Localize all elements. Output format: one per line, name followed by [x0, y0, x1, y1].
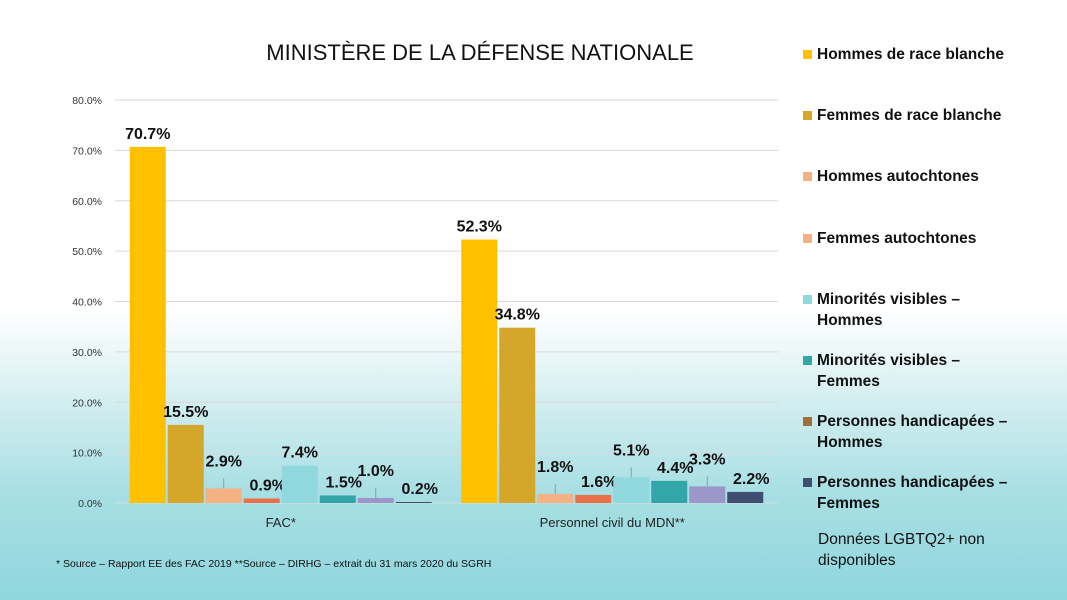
legend-label: Femmes autochtones [817, 230, 977, 247]
bar [727, 491, 764, 503]
bar [651, 480, 688, 503]
data-label: 1.6% [581, 474, 617, 491]
y-tick-label: 50.0% [72, 246, 102, 258]
x-tick-label: FAC* [266, 515, 296, 530]
y-tick-label: 30.0% [72, 347, 102, 359]
bar [167, 424, 204, 503]
data-label: 1.8% [537, 459, 573, 476]
legend-swatch [803, 172, 812, 181]
legend-swatch [803, 478, 812, 487]
source-footnote: * Source – Rapport EE des FAC 2019 **Sou… [56, 558, 492, 570]
legend-item: Hommes de race blanche [803, 44, 1004, 65]
data-label: 5.1% [613, 442, 649, 459]
bar [689, 486, 726, 503]
bar [243, 498, 280, 503]
legend-swatch [803, 234, 812, 243]
legend-swatch [803, 356, 812, 365]
data-label: 34.8% [495, 307, 540, 324]
y-tick-label: 0.0% [78, 498, 102, 510]
bar [499, 327, 536, 503]
legend-item: Personnes handicapées – Femmes [803, 472, 1043, 514]
data-label: 3.3% [689, 451, 725, 468]
legend-item: Minorités visibles – Hommes [803, 289, 1003, 331]
legend-swatch [803, 295, 812, 304]
data-label: 1.0% [358, 463, 394, 480]
y-tick-label: 70.0% [72, 145, 102, 157]
chart-title: MINISTÈRE DE LA DÉFENSE NATIONALE [266, 40, 694, 65]
y-tick-label: 20.0% [72, 397, 102, 409]
bar-chart: 0.0% 10.0% 20.0% 30.0% 40.0% 50.0% 60.0% 70.0% 8… [72, 95, 778, 530]
bar [461, 239, 498, 503]
bar [613, 477, 650, 503]
data-label: 2.2% [733, 471, 769, 488]
data-label: 1.5% [326, 474, 362, 491]
lgbtq-note: Données LGBTQ2+ non disponibles [818, 531, 985, 569]
legend-label: Personnes handicapées – Hommes [817, 413, 1008, 451]
data-label: 15.5% [163, 404, 208, 421]
x-tick-label: Personnel civil du MDN** [540, 515, 685, 530]
legend-item: Personnes handicapées – Hommes [803, 411, 1043, 453]
legend-item: Femmes de race blanche [803, 105, 1001, 126]
data-label: 4.4% [657, 460, 693, 477]
legend-label: Hommes de race blanche [817, 46, 1004, 63]
y-tick-label: 10.0% [72, 448, 102, 460]
y-tick-label: 80.0% [72, 95, 102, 107]
legend-item: Hommes autochtones [803, 166, 979, 187]
legend-swatch [803, 50, 812, 59]
legend-item: Minorités visibles – Femmes [803, 350, 1003, 392]
bar [319, 495, 356, 503]
data-label: 52.3% [457, 219, 502, 236]
data-label: 7.4% [282, 445, 318, 462]
bar [575, 494, 612, 503]
data-label: 2.9% [206, 453, 242, 470]
legend-label: Femmes de race blanche [817, 107, 1002, 124]
legend-label: Hommes autochtones [817, 168, 979, 185]
data-label: 0.2% [402, 481, 438, 498]
bar [281, 465, 318, 503]
bar [129, 146, 166, 503]
legend-label: Personnes handicapées – Femmes [817, 474, 1008, 512]
y-tick-label: 60.0% [72, 196, 102, 208]
bar [395, 501, 432, 503]
legend-label: Minorités visibles – Femmes [817, 352, 960, 390]
legend-label: Minorités visibles – Hommes [817, 291, 960, 329]
data-label: 0.9% [250, 477, 286, 494]
bar [537, 493, 574, 503]
legend-swatch [803, 111, 812, 120]
data-label: 70.7% [125, 126, 170, 143]
y-tick-label: 40.0% [72, 297, 102, 309]
legend-item: Femmes autochtones [803, 228, 976, 249]
bar [205, 488, 242, 503]
bar [357, 497, 394, 503]
legend-swatch [803, 417, 812, 426]
